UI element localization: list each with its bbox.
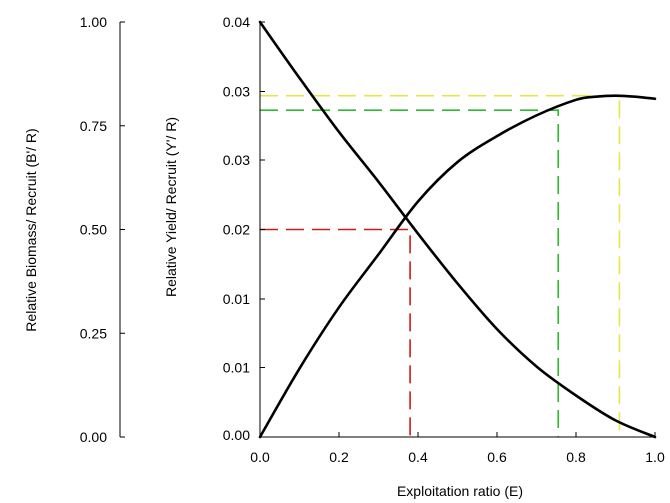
y-tick-label: 0.02 <box>223 222 250 238</box>
reference-line <box>260 109 560 437</box>
y-tick-label: 0.03 <box>223 84 250 100</box>
curves <box>258 20 657 439</box>
left-axis-title: Relative Biomass/ Recruit (B'/ R) <box>23 128 39 331</box>
x-tick-label: 0.0 <box>250 449 270 465</box>
y-tick-label: 0.01 <box>223 359 250 375</box>
reference-line <box>260 94 621 437</box>
x-tick-label: 0.2 <box>329 449 349 465</box>
left-tick-label: 0.00 <box>80 429 107 445</box>
x-axis-title: Exploitation ratio (E) <box>397 483 523 499</box>
left-tick-label: 0.50 <box>80 222 107 238</box>
plot-axes: 0.040.030.030.020.010.010.00 0.0 0.2 0.4 0.… <box>223 14 665 499</box>
yield-per-recruit-curve <box>258 94 657 439</box>
y-axis-ticks: 0.04 0.03 0.03 0.02 0.01 0.01 0.00 <box>223 14 265 443</box>
y-tick-label: 0.00 <box>223 427 250 443</box>
right-axis-title: Relative Yield/ Recruit (Y'/ R) <box>163 117 179 297</box>
left-axis-ticks: 1.00 0.75 0.50 0.25 0.00 <box>80 14 125 445</box>
biomass-per-recruit-curve <box>258 20 657 439</box>
left-tick-label: 0.25 <box>80 325 107 341</box>
x-axis-ticks: 0.0 0.2 0.4 0.6 0.8 1.0 <box>250 432 665 465</box>
reference-lines <box>260 94 621 437</box>
y-tick-label: 0.04 <box>223 14 250 30</box>
x-tick-label: 0.8 <box>566 449 586 465</box>
left-tick-label: 1.00 <box>80 14 107 30</box>
left-axis: 1.00 0.75 0.50 0.25 0.00 Relative Biomass/ R… <box>23 14 125 445</box>
reference-line <box>260 228 411 437</box>
x-tick-label: 0.6 <box>487 449 507 465</box>
y-tick-label: 0.01 <box>223 291 250 307</box>
x-tick-label: 0.4 <box>408 449 428 465</box>
left-tick-label: 0.75 <box>80 118 107 134</box>
y-tick-label: 0.03 <box>223 152 250 168</box>
x-tick-label: 1.0 <box>645 449 665 465</box>
